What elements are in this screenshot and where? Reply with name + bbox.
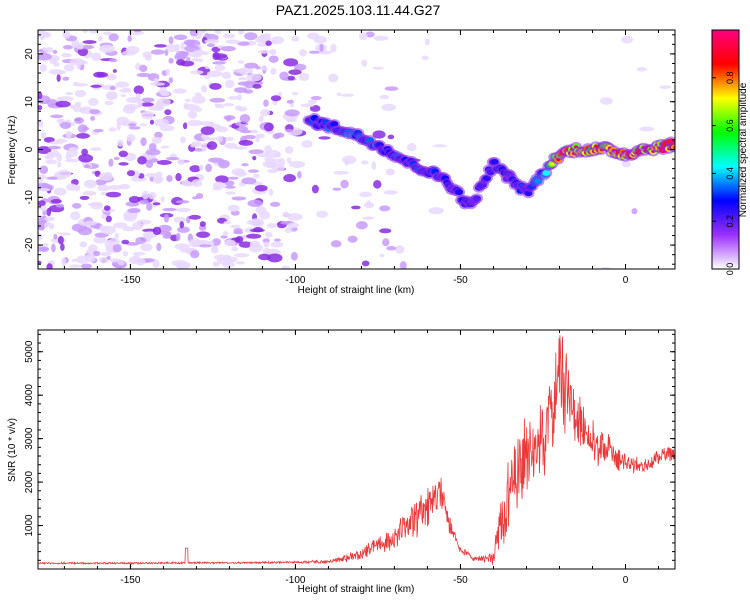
y-tick-label: 20 xyxy=(24,48,35,60)
colorbar-gradient xyxy=(711,29,740,270)
spectrogram-y-ticks: -20 -10 0 10 20 xyxy=(24,34,675,265)
colorbar-tick-label: 0.6 xyxy=(725,119,735,132)
snr-series xyxy=(38,335,675,566)
colorbar-tick-label: 0.8 xyxy=(725,72,735,85)
y-tick-label: 10 xyxy=(24,96,35,108)
colorbar-ticks: 0.0 0.2 0.4 0.6 0.8 xyxy=(712,72,735,276)
colorbar-tick-label: 0.4 xyxy=(725,167,735,180)
y-tick-label: -10 xyxy=(24,190,35,205)
snr-x-ticks: -150 -100 -50 0 xyxy=(63,330,659,586)
y-tick-label: 0 xyxy=(24,146,35,152)
figure-title: PAZ1.2025.103.11.44.G27 xyxy=(276,2,441,18)
snr-panel: -150 -100 -50 0 1000 2000 3000 4000 5000 Height… xyxy=(7,329,676,595)
x-tick-label: -50 xyxy=(453,275,468,286)
snr-y-ticks: 1000 2000 3000 4000 5000 xyxy=(24,333,675,570)
y-tick-label: 3000 xyxy=(24,427,35,450)
snr-x-label: Height of straight line (km) xyxy=(298,584,415,595)
spectrogram-y-label: Frequency (Hz) xyxy=(7,116,18,185)
colorbar-label: Normalized spectral amplitude xyxy=(738,82,749,217)
spectrogram-field xyxy=(38,30,675,269)
y-tick-label: 4000 xyxy=(24,384,35,407)
colorbar-tick-label: 0.2 xyxy=(725,215,735,228)
x-tick-label: -150 xyxy=(120,275,140,286)
x-tick-label: 0 xyxy=(623,275,629,286)
x-tick-label: -100 xyxy=(285,275,305,286)
x-tick-label: 0 xyxy=(623,575,629,586)
y-tick-label: 5000 xyxy=(24,340,35,363)
y-tick-label: 2000 xyxy=(24,471,35,494)
x-tick-label: -100 xyxy=(285,575,305,586)
x-tick-label: -50 xyxy=(453,575,468,586)
spectrogram-x-label: Height of straight line (km) xyxy=(298,285,415,296)
snr-frame xyxy=(37,329,676,570)
x-tick-label: -150 xyxy=(120,575,140,586)
spectrogram-noise xyxy=(38,30,675,269)
y-tick-label: 1000 xyxy=(24,514,35,537)
spectrogram-x-ticks: -150 -100 -50 0 xyxy=(63,30,659,286)
snr-line-path xyxy=(38,335,675,566)
colorbar: 0.0 0.2 0.4 0.6 0.8 Normalized spectral ampl… xyxy=(711,29,749,276)
snr-y-label: SNR (10 * v/v) xyxy=(7,418,18,482)
y-tick-label: -20 xyxy=(24,237,35,252)
colorbar-tick-label: 0.0 xyxy=(725,263,735,276)
